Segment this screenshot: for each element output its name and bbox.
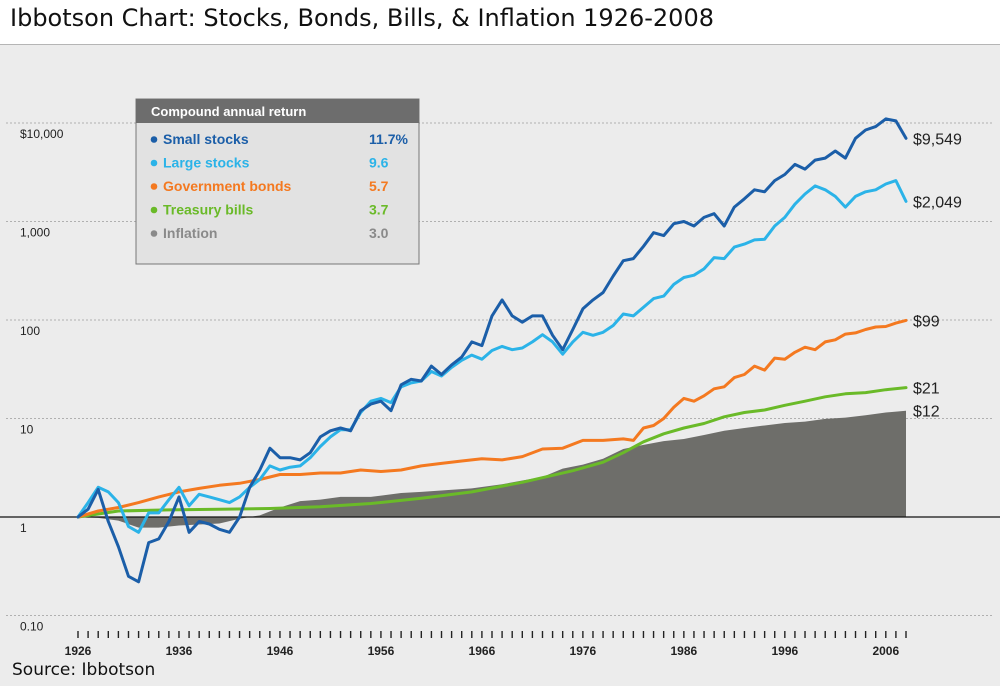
y-tick-label: 10	[20, 423, 34, 437]
y-tick-label: 1	[20, 521, 27, 535]
legend-marker-government-bonds	[150, 183, 158, 190]
chart-area: $10,000 1,000 100 10 1 0.10 $9,549 $2,049 $99 $21…	[0, 44, 1000, 686]
series-line-government-bonds	[76, 318, 908, 519]
legend-item-value: 3.0	[369, 225, 389, 241]
legend-item-name: Treasury bills	[163, 202, 253, 218]
legend-item-name: Government bonds	[163, 178, 292, 194]
series-line-small-stocks	[76, 117, 908, 584]
legend-item-value: 9.6	[369, 155, 389, 171]
legend-header	[136, 99, 419, 123]
x-tick-label: 1986	[671, 644, 698, 658]
legend-box	[135, 98, 420, 265]
legend-marker-inflation	[150, 230, 158, 237]
legend-item-name: Inflation	[163, 225, 217, 241]
legend-item-value: 3.7	[369, 202, 389, 218]
y-tick-label: 1,000	[20, 226, 50, 240]
x-tick-label: 1946	[267, 644, 294, 658]
legend-title: Compound annual return	[151, 104, 306, 119]
x-tick-label: 1926	[65, 644, 92, 658]
x-tick-label: 1966	[469, 644, 496, 658]
source-note: Source: Ibbotson	[12, 660, 156, 680]
x-tick-label: 1996	[771, 644, 798, 658]
x-tick-label: 1936	[166, 644, 193, 658]
x-tick-label: 1976	[570, 644, 597, 658]
end-label-small-stocks: $9,549	[913, 131, 962, 148]
end-label-treasury-bills: $21	[913, 381, 940, 398]
legend-marker-small-stocks	[150, 136, 158, 143]
x-tick-label: 1956	[368, 644, 395, 658]
legend-marker-treasury-bills	[150, 206, 158, 214]
series-line-treasury-bills	[76, 386, 908, 519]
chart-title: Ibbotson Chart: Stocks, Bonds, Bills, & …	[10, 4, 714, 32]
legend-marker-large-stocks	[150, 159, 158, 167]
y-tick-label: 100	[20, 324, 40, 338]
series-area-inflation	[78, 410, 906, 528]
end-label-inflation: $12	[913, 404, 940, 421]
legend-item-value: 5.7	[369, 178, 389, 194]
end-label-large-stocks: $2,049	[913, 194, 962, 211]
legend-item-value: 11.7%	[369, 131, 408, 147]
chart-svg: $10,000 1,000 100 10 1 0.10 $9,549 $2,049 $99 $21…	[0, 98, 1000, 658]
x-tick-label: 2006	[872, 644, 899, 658]
y-tick-label: $10,000	[20, 127, 64, 141]
series-line-large-stocks	[76, 179, 908, 534]
y-tick-label: 0.10	[20, 620, 44, 634]
legend-item-name: Large stocks	[163, 155, 250, 171]
legend-item-name: Small stocks	[163, 131, 249, 147]
end-label-government-bonds: $99	[913, 313, 940, 330]
